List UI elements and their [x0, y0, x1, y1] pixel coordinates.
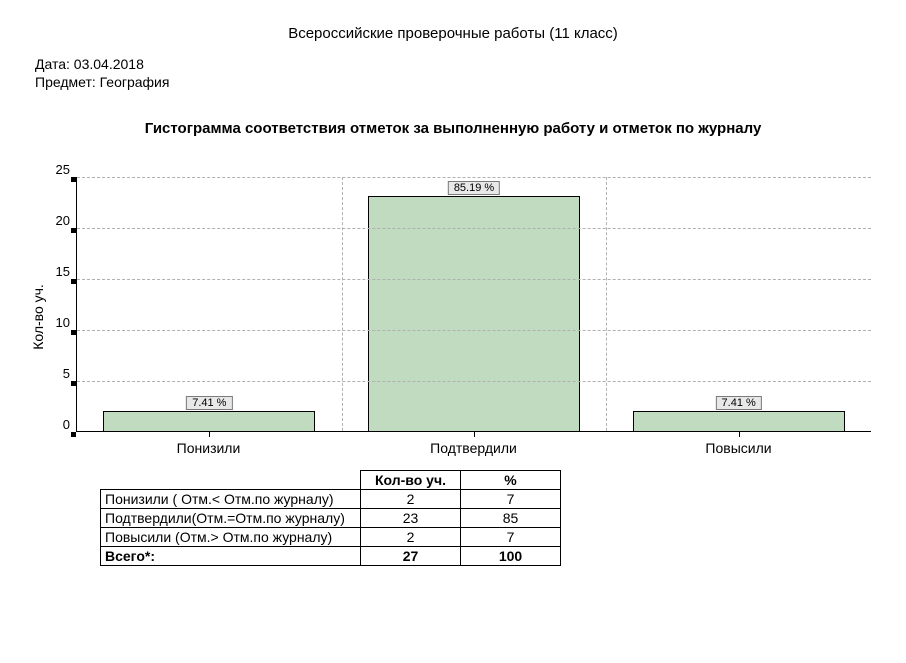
table-cell-pct: 7 [461, 528, 561, 547]
bar-percent-label: 85.19 % [448, 181, 500, 195]
bar: 7.41 % [103, 411, 315, 431]
table-cell-pct: 85 [461, 509, 561, 528]
table-cell-count: 23 [361, 509, 461, 528]
table-row-label: Повысили (Отм.> Отм.по журналу) [101, 528, 361, 547]
table-cell-count: 2 [361, 528, 461, 547]
subject-label: Предмет: [35, 74, 100, 90]
table-total-label: Всего*: [101, 547, 361, 566]
bar: 85.19 % [368, 196, 580, 431]
y-tick-mark [71, 177, 76, 182]
bar-slot: 7.41 % [77, 177, 342, 431]
table-header-cell [101, 471, 361, 490]
y-tick-mark [71, 381, 76, 386]
y-tick-mark [71, 228, 76, 233]
page-title: Всероссийские проверочные работы (11 кла… [35, 25, 871, 42]
table-row-label: Подтвердили(Отм.=Отм.по журналу) [101, 509, 361, 528]
table-cell-pct: 7 [461, 490, 561, 509]
x-tick-mark [739, 432, 740, 437]
gridline-h [77, 279, 871, 280]
bar-slot: 85.19 % [342, 177, 607, 431]
y-tick-mark [71, 432, 76, 437]
histogram-chart: Кол-во уч. 2520151050 7.41 %85.19 %7.41 … [70, 177, 871, 456]
table-row: Подтвердили(Отм.=Отм.по журналу)2385 [101, 509, 561, 528]
subject-line: Предмет: География [35, 74, 871, 90]
bar-slot: 7.41 % [606, 177, 871, 431]
table-row: Понизили ( Отм.< Отм.по журналу)27 [101, 490, 561, 509]
date-label: Дата: [35, 56, 74, 72]
table-header-cell: % [461, 471, 561, 490]
summary-table: Кол-во уч.%Понизили ( Отм.< Отм.по журна… [100, 470, 561, 566]
bar-percent-label: 7.41 % [716, 396, 762, 410]
table-row-label: Понизили ( Отм.< Отм.по журналу) [101, 490, 361, 509]
table-total-count: 27 [361, 547, 461, 566]
chart-title: Гистограмма соответствия отметок за выпо… [35, 120, 871, 137]
table-total-row: Всего*:27100 [101, 547, 561, 566]
y-tick-mark [71, 279, 76, 284]
subject-value: География [100, 74, 170, 90]
bar-container: 7.41 % 85.19 % 7.41 % [77, 177, 871, 431]
table-header-row: Кол-во уч.% [101, 471, 561, 490]
gridline-h [77, 228, 871, 229]
gridline-v [342, 177, 343, 431]
gridline-h [77, 177, 871, 178]
bar-percent-label: 7.41 % [186, 396, 232, 410]
table-cell-count: 2 [361, 490, 461, 509]
y-axis-label: Кол-во уч. [30, 284, 46, 350]
plot-area: 7.41 % 85.19 % 7.41 % [76, 177, 871, 432]
gridline-h [77, 330, 871, 331]
date-line: Дата: 03.04.2018 [35, 56, 871, 72]
gridline-h [77, 381, 871, 382]
bar: 7.41 % [633, 411, 845, 431]
table-header-cell: Кол-во уч. [361, 471, 461, 490]
gridline-v [606, 177, 607, 431]
date-value: 03.04.2018 [74, 56, 144, 72]
table-row: Повысили (Отм.> Отм.по журналу)27 [101, 528, 561, 547]
y-tick-mark [71, 330, 76, 335]
x-tick-mark [474, 432, 475, 437]
x-tick-mark [209, 432, 210, 437]
table-total-pct: 100 [461, 547, 561, 566]
